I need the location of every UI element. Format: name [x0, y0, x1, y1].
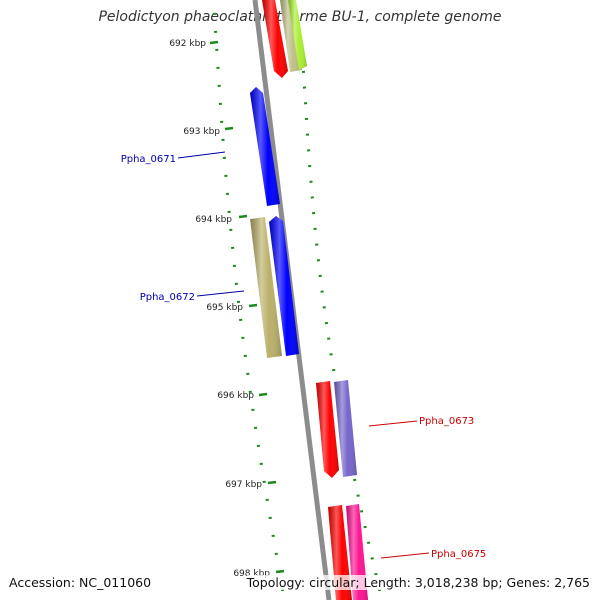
tick-mark	[238, 214, 248, 219]
label-leader	[196, 290, 245, 297]
map-title: Pelodictyon phaeoclathratiforme BU-1, co…	[98, 9, 502, 25]
gene-2[interactable]	[288, 0, 307, 70]
label-leader	[177, 151, 226, 159]
tick-mark	[209, 40, 219, 45]
tick-mark	[267, 480, 277, 485]
gene-label-ppha-0672[interactable]: Ppha_0672	[140, 290, 245, 303]
accession-text: Accession: NC_011060	[9, 575, 152, 590]
tick-692: 692 kbp	[169, 39, 219, 49]
tick-label: 698 kbp	[233, 569, 270, 579]
tick-label: 694 kbp	[195, 215, 232, 225]
gene-label-ppha-0675[interactable]: Ppha_0675	[380, 549, 486, 560]
gene-label-text[interactable]: Ppha_0671	[121, 154, 176, 165]
gene-shading	[269, 216, 299, 356]
gene-shading	[250, 87, 280, 206]
tick-label: 696 kbp	[217, 391, 254, 401]
tick-mark	[224, 126, 234, 131]
gene-label-ppha-0671[interactable]: Ppha_0671	[121, 151, 226, 165]
tick-697: 697 kbp	[225, 480, 277, 490]
tick-label: 697 kbp	[225, 480, 262, 490]
tick-695: 695 kbp	[206, 303, 258, 313]
gene-shading	[288, 0, 307, 70]
gene-shading	[262, 0, 288, 78]
tick-label: 693 kbp	[183, 127, 220, 137]
gene-label-text[interactable]: Ppha_0672	[140, 292, 195, 303]
tick-mark	[275, 569, 285, 574]
gene-label-text[interactable]: Ppha_0673	[419, 416, 474, 427]
gene-0[interactable]	[262, 0, 288, 78]
tick-698: 698 kbp	[233, 569, 285, 579]
gene-shading	[316, 381, 339, 478]
gene-5[interactable]	[269, 216, 299, 356]
label-leader	[380, 552, 430, 559]
gene-label-text[interactable]: Ppha_0675	[431, 549, 486, 560]
label-leader	[368, 420, 418, 427]
tick-696: 696 kbp	[217, 391, 268, 401]
gene-7-ppha-0673[interactable]	[334, 380, 357, 477]
gene-3-ppha-0671[interactable]	[250, 87, 280, 206]
gene-label-ppha-0673[interactable]: Ppha_0673	[368, 416, 474, 427]
tick-694: 694 kbp	[195, 214, 248, 225]
tick-label: 692 kbp	[169, 39, 206, 49]
tick-693: 693 kbp	[183, 126, 234, 137]
gene-shading	[250, 217, 282, 358]
genome-summary-text: Topology: circular; Length: 3,018,238 bp…	[246, 575, 590, 590]
genome-summary-value: Topology: circular; Length: 3,018,238 bp…	[246, 575, 590, 590]
gene-shading	[334, 380, 357, 477]
gene-6[interactable]	[316, 381, 339, 478]
tick-mark	[248, 303, 258, 308]
inner-dotted-arc	[212, 12, 285, 591]
tick-mark	[258, 392, 268, 397]
gene-4-ppha-0672[interactable]	[250, 217, 282, 358]
tick-label: 695 kbp	[206, 303, 243, 313]
